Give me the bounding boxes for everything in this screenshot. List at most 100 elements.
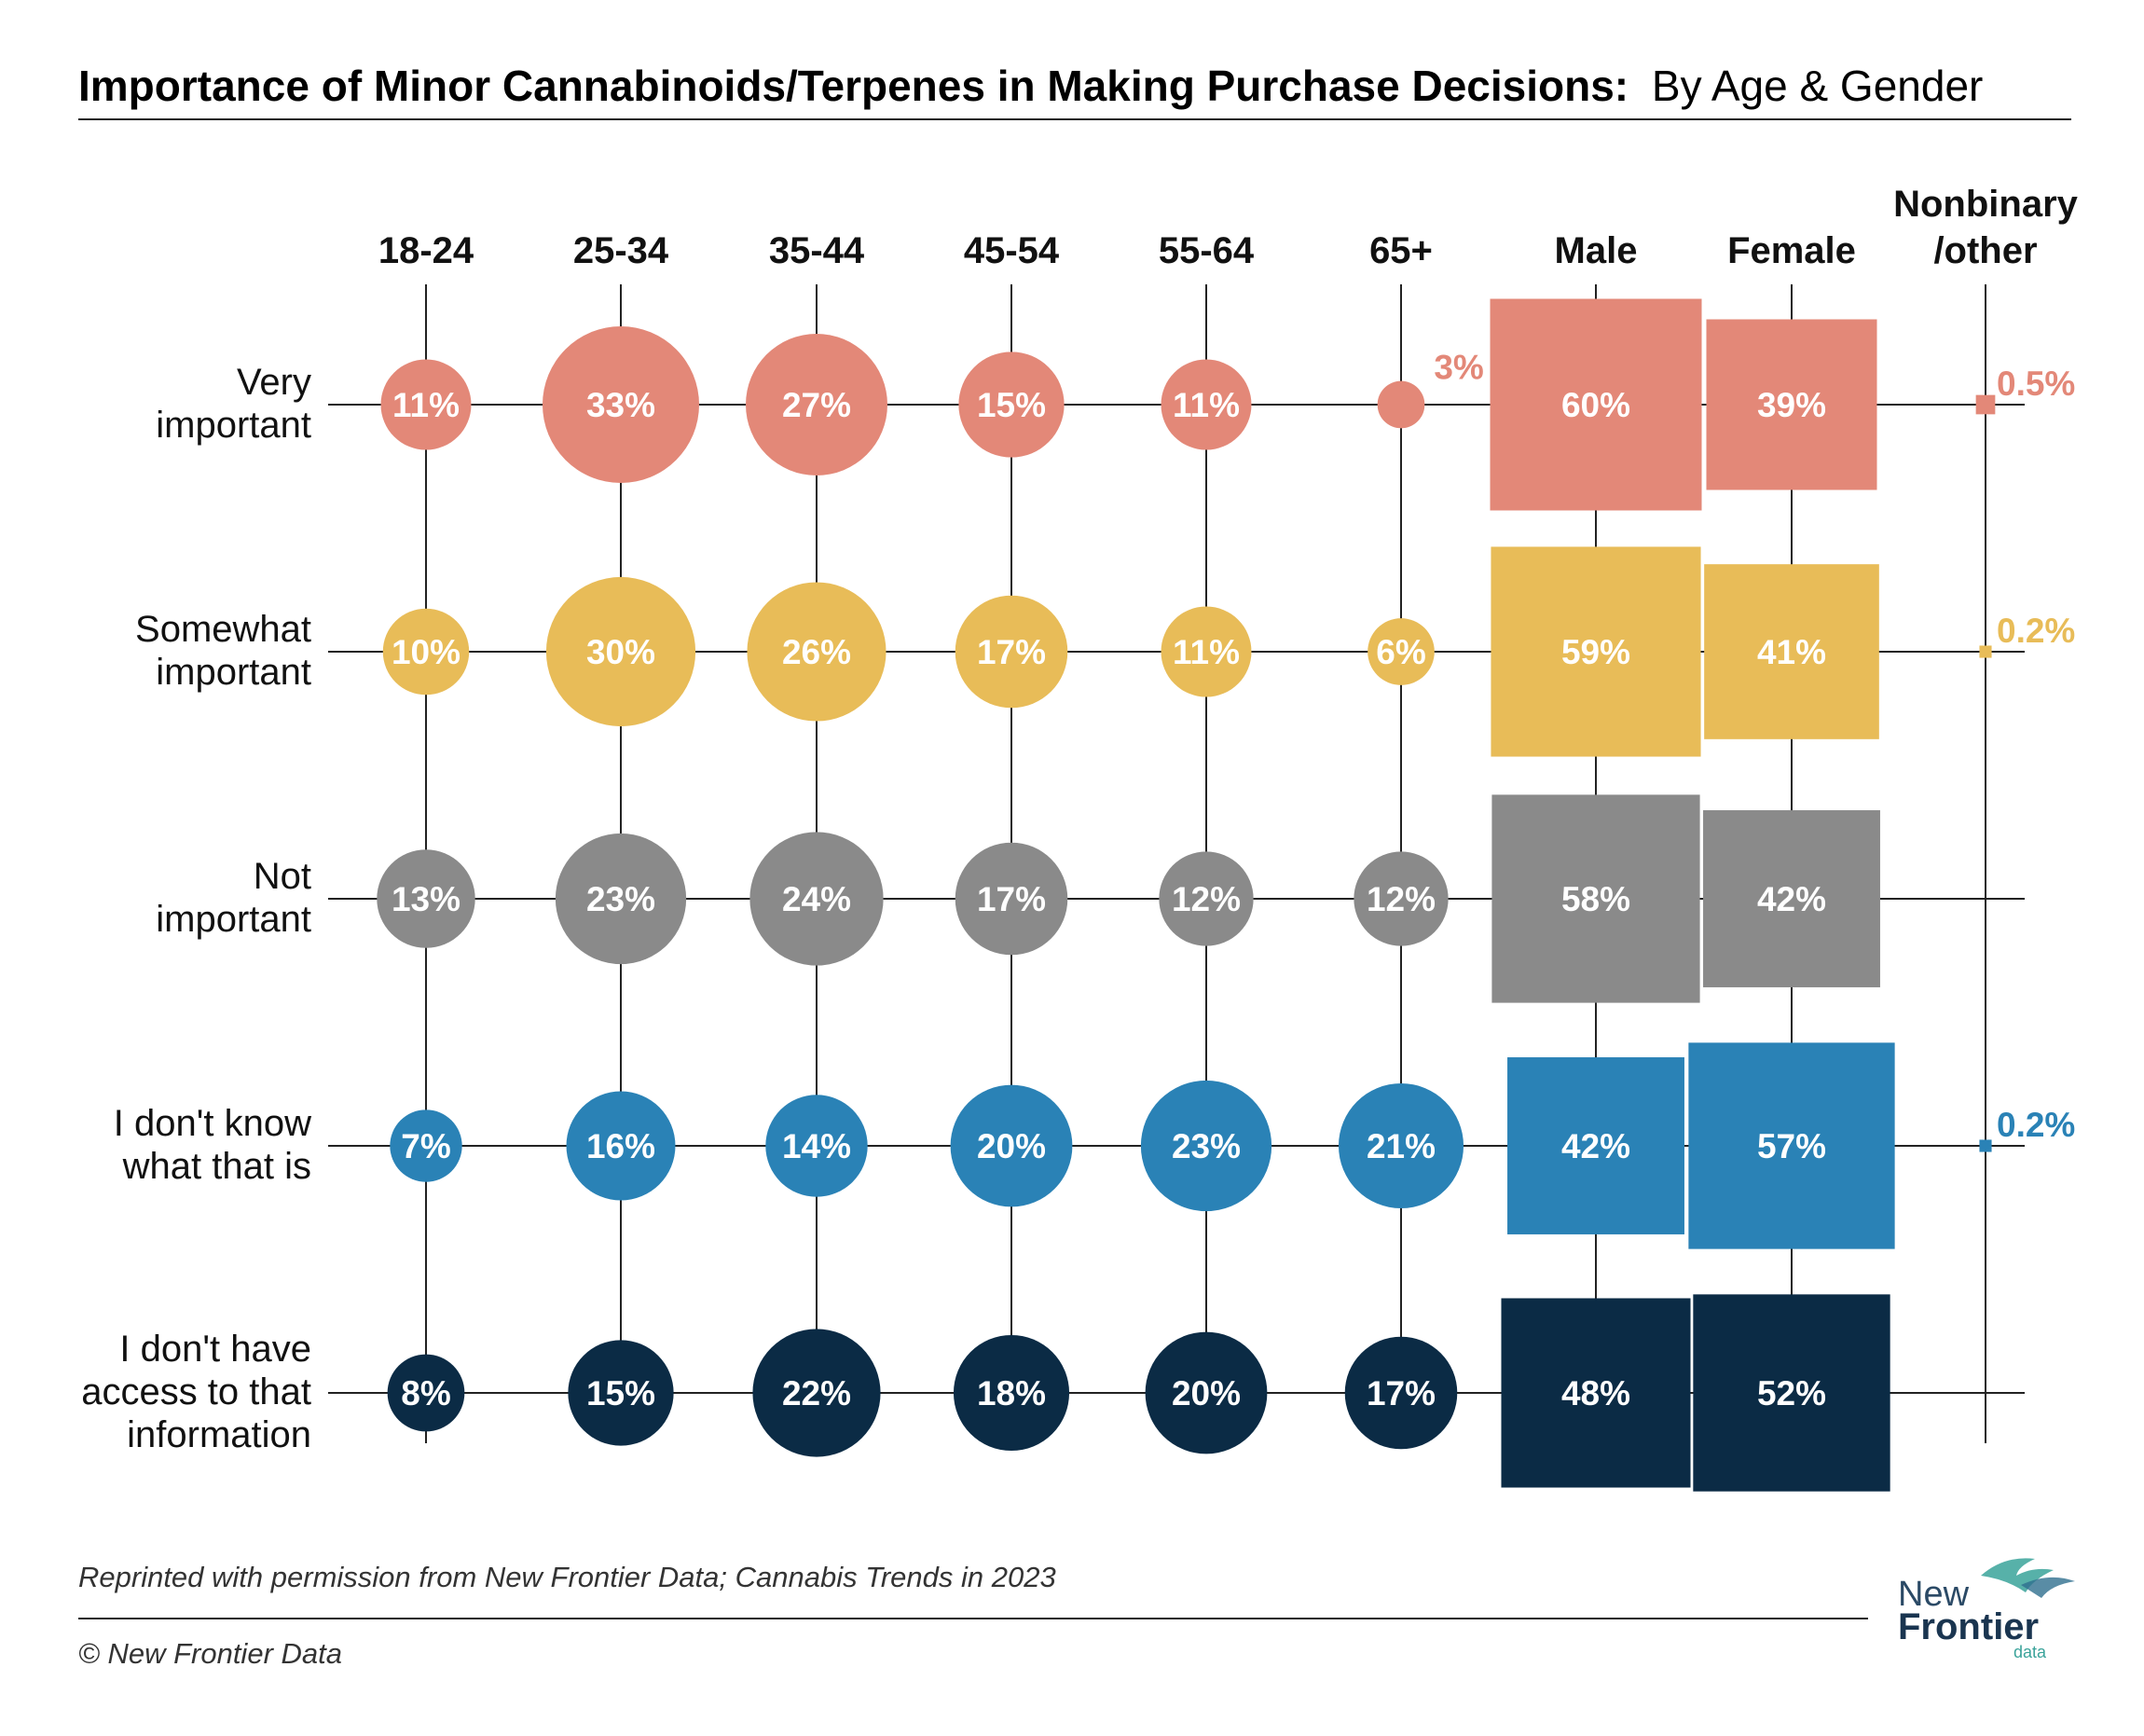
- square-nonbinary-row-4: [1979, 1139, 1992, 1152]
- bubble-35-44-row-1: [746, 334, 887, 475]
- logo-bird-icon: [1981, 1558, 2054, 1592]
- square-female-row-4: [1688, 1042, 1895, 1249]
- bubble-18-24-row-5: [387, 1354, 465, 1432]
- column-label-gender-nonbinary-other: Nonbinary/other: [1893, 184, 2079, 271]
- bubble-value-label: 12%: [1172, 880, 1241, 918]
- bubble-value-label: 23%: [586, 880, 655, 918]
- square-male-row-5: [1501, 1298, 1691, 1488]
- square-male-row-1: [1490, 298, 1702, 511]
- square-nonbinary-row-2: [1979, 645, 1992, 658]
- title-main: Importance of Minor Cannabinoids/Terpene…: [78, 62, 1629, 110]
- bubble-value-label: 11%: [392, 386, 460, 424]
- bubble-35-44-row-2: [747, 582, 886, 722]
- bubble-value-label: 18%: [977, 1374, 1046, 1412]
- data-marks: 11% 33% 27% 15% 11% 3% 60% 39% 0.5% 10% 30% 26% 17% 1…: [377, 298, 2075, 1492]
- bubble-18-24-row-4: [390, 1109, 462, 1182]
- row-labels: Very important Somewhat important Not importa…: [81, 362, 311, 1455]
- square-female-row-2: [1704, 564, 1879, 739]
- title-sub: By Age & Gender: [1652, 62, 1983, 110]
- row-label-not-important: Not important: [156, 856, 311, 940]
- bubble-25-34-row-5: [568, 1340, 674, 1446]
- bubble-value-label: 15%: [586, 1374, 655, 1412]
- bubble-value-label-outside: 3%: [1434, 349, 1483, 387]
- square-female-row-1: [1706, 319, 1877, 490]
- column-label-gender-male: Male: [1555, 230, 1638, 271]
- logo-line-2: Frontier: [1898, 1606, 2039, 1647]
- row-label-i-don-t-have-access-to-that-information: I don't have access to that information: [81, 1329, 311, 1455]
- square-value-label: 58%: [1561, 880, 1630, 918]
- bubble-65-row-3: [1354, 851, 1449, 946]
- bubble-value-label: 22%: [782, 1374, 851, 1412]
- bubble-55-64-row-5: [1145, 1331, 1268, 1454]
- square-value-label: 59%: [1561, 633, 1630, 671]
- square-value-label: 57%: [1757, 1127, 1826, 1165]
- square-value-label-outside: 0.2%: [1997, 1106, 2075, 1144]
- bubble-45-54-row-3: [955, 842, 1068, 956]
- bubble-value-label: 17%: [1367, 1374, 1436, 1412]
- bubble-18-24-row-2: [382, 608, 470, 696]
- column-label-age-35-44: 35-44: [769, 230, 865, 271]
- square-value-label-outside: 0.2%: [1997, 612, 2075, 650]
- bubble-value-label: 14%: [782, 1127, 851, 1165]
- row-label-i-don-t-know-what-that-is: I don't know what that is: [114, 1103, 311, 1187]
- bubble-65-row-2: [1367, 618, 1435, 685]
- bubble-value-label: 17%: [977, 880, 1046, 918]
- source-note: Reprinted with permission from New Front…: [78, 1561, 1056, 1593]
- square-value-label: 42%: [1757, 880, 1826, 918]
- bubble-value-label: 10%: [392, 633, 460, 671]
- bubble-55-64-row-1: [1161, 359, 1252, 450]
- square-value-label: 52%: [1757, 1374, 1826, 1412]
- bubble-value-label: 16%: [586, 1127, 655, 1165]
- bubble-45-54-row-4: [950, 1084, 1073, 1207]
- bubble-55-64-row-3: [1159, 851, 1254, 946]
- bubble-value-label: 27%: [782, 386, 851, 424]
- square-value-label: 60%: [1561, 386, 1630, 424]
- square-male-row-3: [1491, 794, 1700, 1003]
- column-label-age-18-24: 18-24: [378, 230, 474, 271]
- row-label-somewhat-important: Somewhat important: [135, 609, 311, 693]
- square-female-row-3: [1703, 810, 1880, 987]
- bubble-value-label: 20%: [1172, 1374, 1241, 1412]
- bubble-value-label: 15%: [977, 386, 1046, 424]
- bubble-45-54-row-2: [955, 595, 1068, 709]
- square-male-row-2: [1491, 546, 1701, 757]
- bubble-value-label: 30%: [586, 633, 655, 671]
- bubble-value-label: 6%: [1376, 633, 1425, 671]
- logo-line-3: data: [2013, 1643, 2047, 1661]
- bubble-value-label: 12%: [1367, 880, 1436, 918]
- column-label-age-65: 65+: [1369, 230, 1433, 271]
- bubble-55-64-row-2: [1161, 606, 1252, 697]
- square-value-label: 42%: [1561, 1127, 1630, 1165]
- square-value-label: 41%: [1757, 633, 1826, 671]
- column-label-gender-female: Female: [1727, 230, 1856, 271]
- bubble-65-row-1: [1377, 380, 1425, 429]
- square-female-row-5: [1693, 1294, 1890, 1492]
- square-nonbinary-row-1: [1975, 394, 1996, 415]
- square-value-label: 48%: [1561, 1374, 1630, 1412]
- bubble-65-row-5: [1344, 1336, 1458, 1450]
- bubble-25-34-row-4: [566, 1091, 676, 1201]
- bubble-value-label: 26%: [782, 633, 851, 671]
- bubble-35-44-row-5: [752, 1329, 881, 1457]
- bubble-value-label: 8%: [401, 1374, 450, 1412]
- bubble-value-label: 23%: [1172, 1127, 1241, 1165]
- bubble-value-label: 24%: [782, 880, 851, 918]
- bubble-35-44-row-3: [749, 832, 884, 966]
- bubble-25-34-row-1: [543, 326, 699, 483]
- bubble-value-label: 13%: [392, 880, 460, 918]
- bubble-18-24-row-1: [380, 359, 472, 450]
- column-labels: 18-24 25-34 35-44 45-54 55-64 65+ Male Female No…: [378, 184, 2079, 271]
- bubble-value-label: 17%: [977, 633, 1046, 671]
- square-value-label-outside: 0.5%: [1997, 365, 2075, 403]
- bubble-45-54-row-5: [953, 1334, 1070, 1452]
- column-label-age-55-64: 55-64: [1159, 230, 1255, 271]
- square-male-row-4: [1507, 1057, 1684, 1234]
- bubble-25-34-row-2: [545, 576, 696, 727]
- column-label-age-45-54: 45-54: [964, 230, 1060, 271]
- bubble-value-label: 21%: [1367, 1127, 1436, 1165]
- chart-title: Importance of Minor Cannabinoids/Terpene…: [78, 62, 1983, 110]
- logo-line-1: New: [1898, 1575, 1970, 1614]
- bubble-55-64-row-4: [1140, 1080, 1272, 1212]
- column-label-age-25-34: 25-34: [573, 230, 669, 271]
